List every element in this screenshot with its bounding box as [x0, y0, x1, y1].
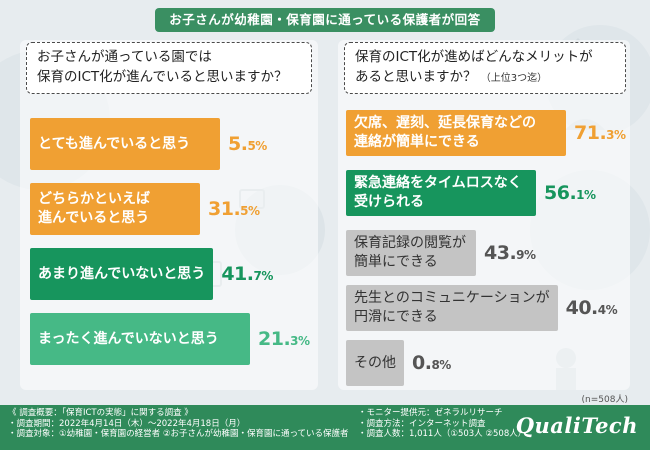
bar: どちらかといえば 進んでいると思う [30, 183, 200, 235]
bar: 緊急連絡をタイムロスなく 受けられる [346, 170, 536, 216]
data-label: 31.5% [208, 198, 260, 220]
data-label-int: 21. [258, 328, 291, 350]
bar-label-line: まったく進んでいないと思う [38, 330, 219, 347]
data-label: 71.3% [574, 122, 626, 144]
data-label-int: 56. [544, 182, 577, 204]
bar: その他 [346, 340, 404, 386]
bar-label-line: 緊急連絡をタイムロスなく [354, 175, 522, 191]
bar-option: その他 0.8% [346, 340, 451, 386]
bar-label: 保育記録の閲覧が 簡単にできる [354, 234, 466, 272]
bar-option: 保育記録の閲覧が 簡単にできる 43.9% [346, 230, 536, 276]
footer-line: ・調査期間：2022年4月14日（木）〜2022年4月18日（月） [8, 418, 246, 429]
data-label-dec: 9% [516, 248, 536, 262]
question-left-line-1: お子さんが通っている園では [37, 49, 212, 65]
bar-label: 先生とのコミュニケーションが 円滑にできる [354, 289, 550, 327]
data-label-dec: 4% [597, 303, 618, 317]
bar-label-line: 先生とのコミュニケーションが [354, 290, 550, 306]
bar: 欠席、遅刻、延長保育などの 連絡が簡単にできる [346, 110, 566, 156]
question-right: 保育のICT化が進めばどんなメリットが あると思いますか？ （上位3つ迄） [344, 42, 626, 94]
bar-label-line: 保育記録の閲覧が [354, 235, 466, 251]
bar-option: あまり進んでいないと思う 41.7% [30, 248, 273, 300]
data-label: 56.1% [544, 182, 596, 204]
footer-survey-method: ・モニター提供元：ゼネラルリサーチ ・調査方法：インターネット調査 ・調査人数：… [358, 408, 526, 440]
footer-line: ・調査対象：①幼稚園・保育園の経営者 ②お子さんが幼稚園・保育園に通っている保護… [8, 429, 349, 439]
bar-label: まったく進んでいないと思う [38, 330, 219, 349]
data-label: 41.7% [221, 263, 273, 285]
bar-label-line: 円滑にできる [354, 309, 438, 325]
footer-line: ・モニター提供元：ゼネラルリサーチ [358, 408, 503, 418]
bar-option: まったく進んでいないと思う 21.3% [30, 313, 310, 365]
footer-line: ・調査方法：インターネット調査 [358, 418, 486, 429]
bar-option: 先生とのコミュニケーションが 円滑にできる 40.4% [346, 285, 618, 331]
bar-label-line: その他 [354, 354, 396, 371]
bar-option: 欠席、遅刻、延長保育などの 連絡が簡単にできる 71.3% [346, 110, 626, 156]
data-label: 40.4% [566, 297, 618, 319]
data-label-int: 41. [221, 263, 254, 285]
bar-label-line: あまり進んでいないと思う [38, 265, 206, 282]
bar-label: その他 [354, 354, 396, 373]
survey-banner: お子さんが幼稚園・保育園に通っている保護者が回答 [155, 8, 495, 32]
bar-label-line: とても進んでいると思う [38, 135, 191, 152]
sample-size-note: (n=508人) [581, 395, 628, 405]
data-label: 5.5% [228, 133, 267, 155]
bar: まったく進んでいないと思う [30, 313, 250, 365]
bar: あまり進んでいないと思う [30, 248, 214, 300]
bar: 保育記録の閲覧が 簡単にできる [346, 230, 476, 276]
data-label-int: 31. [208, 198, 241, 220]
data-label-int: 43. [484, 242, 517, 264]
question-left: お子さんが通っている園では 保育のICT化が進んでいると思いますか？ [26, 42, 312, 94]
data-label-dec: 3% [290, 334, 310, 348]
bar-option: どちらかといえば 進んでいると思う 31.5% [30, 183, 260, 235]
bar-label-line: 進んでいると思う [38, 210, 150, 226]
bar-label-line: どちらかといえば [38, 191, 150, 207]
bar-label: 緊急連絡をタイムロスなく 受けられる [354, 174, 522, 212]
footer-line: 《 調査概要：「保育ICTの実態」に関する調査 》 [8, 408, 193, 418]
data-label-dec: 7% [253, 269, 273, 283]
question-right-sub: （上位3つ迄） [480, 73, 548, 84]
question-right-line-2: あると思いますか？ [355, 69, 477, 85]
bar-label-line: 欠席、遅刻、延長保育などの [354, 115, 536, 131]
data-label-int: 5. [228, 133, 248, 155]
bar-option: とても進んでいると思う 5.5% [30, 118, 267, 170]
data-label-dec: 1% [576, 188, 596, 202]
question-right-line-2-wrap: あると思いますか？ （上位3つ迄） [355, 67, 615, 89]
data-label-int: 0. [412, 352, 432, 374]
bar-option: 緊急連絡をタイムロスなく 受けられる 56.1% [346, 170, 596, 216]
bar-label: とても進んでいると思う [38, 135, 190, 154]
bar: 先生とのコミュニケーションが 円滑にできる [346, 285, 558, 331]
bar-label-line: 連絡が簡単にできる [354, 134, 480, 150]
bar-label: あまり進んでいないと思う [38, 265, 205, 284]
bar-label: 欠席、遅刻、延長保育などの 連絡が簡単にできる [354, 114, 536, 152]
footer: 《 調査概要：「保育ICTの実態」に関する調査 》 ・調査期間：2022年4月1… [0, 405, 650, 450]
footer-survey-overview: 《 調査概要：「保育ICTの実態」に関する調査 》 ・調査期間：2022年4月1… [8, 408, 349, 440]
data-label-int: 40. [565, 297, 599, 319]
question-left-line-2: 保育のICT化が進んでいると思いますか？ [37, 69, 288, 85]
bar: とても進んでいると思う [30, 118, 220, 170]
data-label: 43.9% [484, 242, 536, 264]
bar-label: どちらかといえば 進んでいると思う [38, 190, 150, 228]
bar-label-line: 簡単にできる [354, 254, 438, 270]
data-label: 21.3% [258, 328, 310, 350]
data-label-dec: 3% [606, 128, 626, 142]
qualitech-logo: QualiTech [515, 413, 638, 438]
data-label: 0.8% [412, 352, 451, 374]
data-label-dec: 8% [431, 358, 451, 372]
data-label-dec: 5% [240, 204, 260, 218]
data-label-int: 71. [574, 122, 607, 144]
data-label-dec: 5% [247, 139, 267, 153]
bar-label-line: 受けられる [354, 194, 424, 210]
question-right-line-1: 保育のICT化が進めばどんなメリットが [355, 49, 593, 65]
footer-line: ・調査人数：1,011人（①503人 ②508人） [358, 429, 527, 439]
